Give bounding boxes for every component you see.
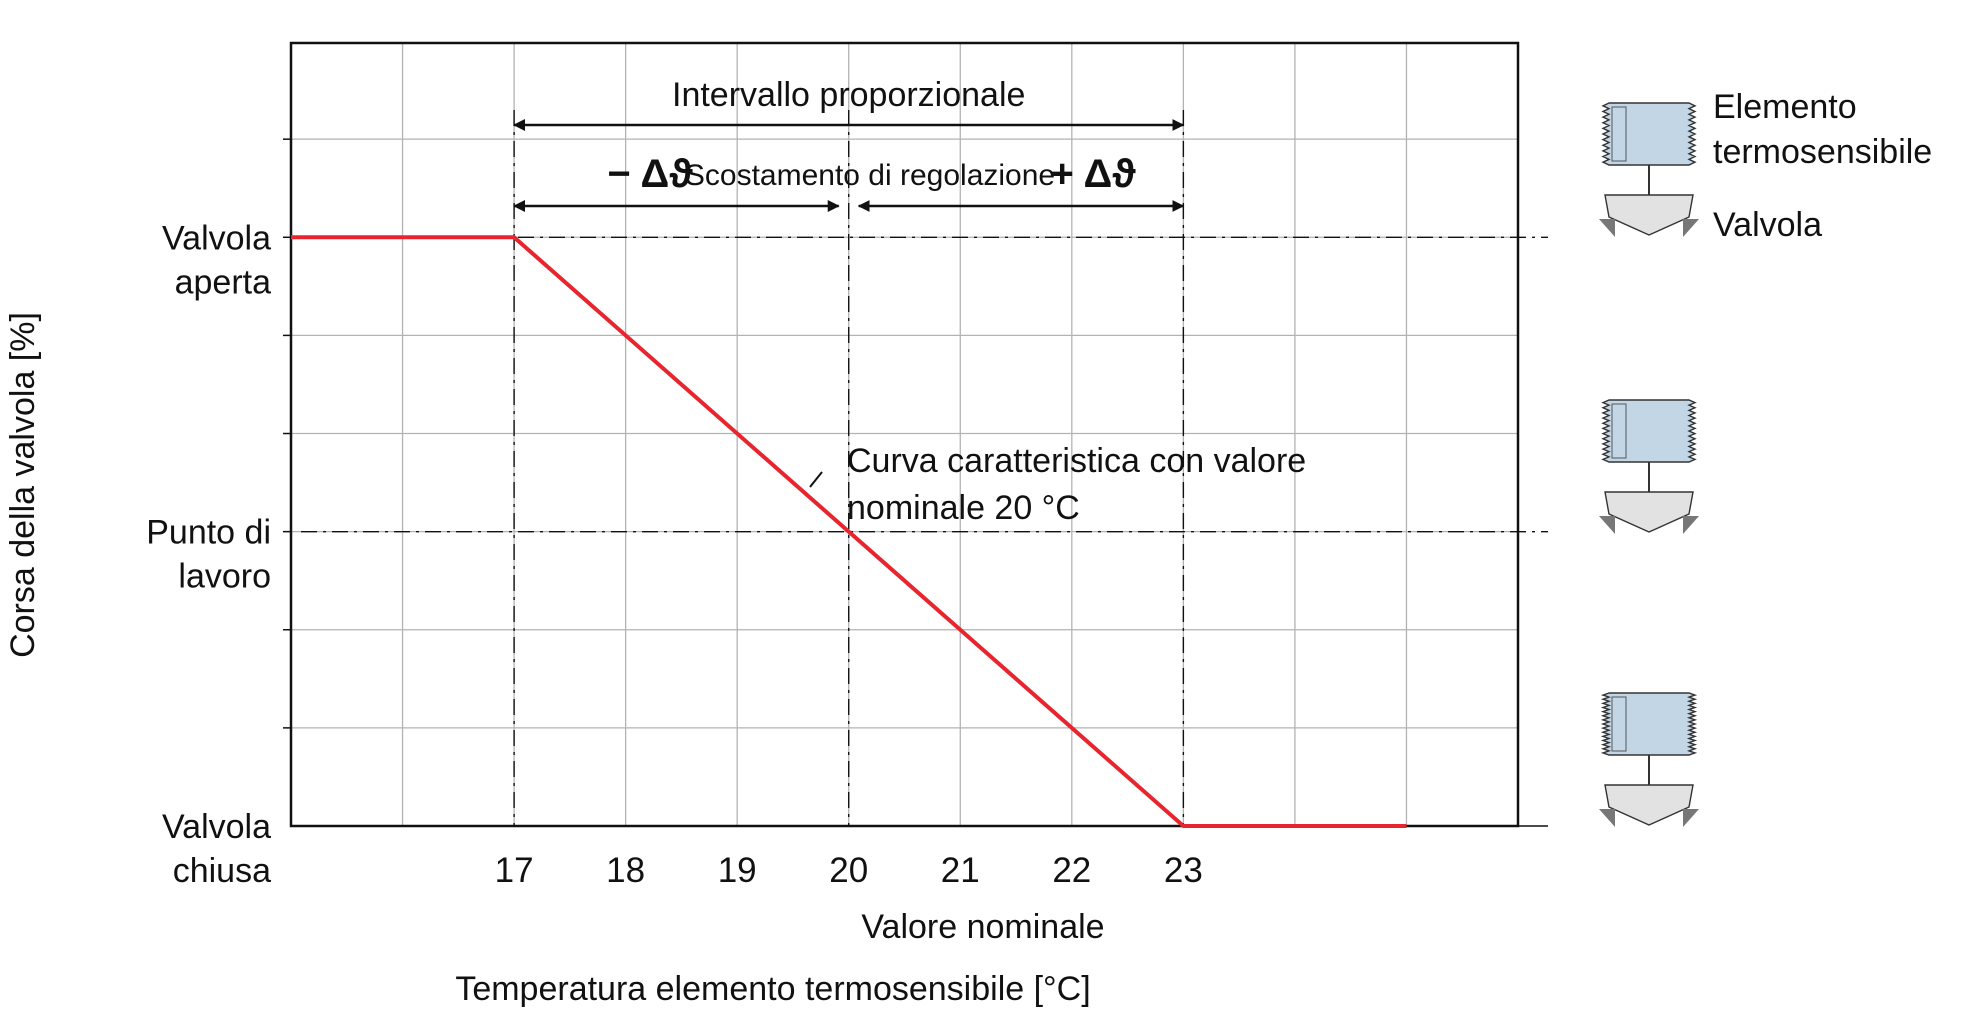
valve-seat-right-icon xyxy=(1683,809,1699,827)
valve-illustrations xyxy=(1599,102,1699,827)
x-tick-label: 23 xyxy=(1164,851,1203,890)
x-tick-label: 17 xyxy=(495,851,534,890)
y-tick-label: chiusa xyxy=(173,852,271,890)
valve-seat-left-icon xyxy=(1599,219,1615,237)
valve-device-icon xyxy=(1599,399,1699,534)
valve-plug-icon xyxy=(1604,784,1694,826)
valve-seat-right-icon xyxy=(1683,219,1699,237)
proportional-range-label: Intervallo proporzionale xyxy=(672,76,1025,114)
curve-label-line2: nominale 20 °C xyxy=(847,489,1080,527)
plot-frame xyxy=(289,41,1520,828)
sensor-coil-icon xyxy=(1611,403,1627,459)
legend-sensor-label-line1: Elemento xyxy=(1713,88,1857,126)
chart-text: Corsa della valvola [%] Valore nominale … xyxy=(4,76,1932,1008)
x-tick-label: 18 xyxy=(606,851,645,890)
valve-device-icon xyxy=(1599,102,1699,237)
y-tick-label: lavoro xyxy=(178,558,271,596)
valve-seat-left-icon xyxy=(1599,809,1615,827)
sensor-bellows-icon xyxy=(1600,692,1698,756)
deviation-label: Scostamento di regolazione xyxy=(685,159,1055,192)
x-tick-label: 19 xyxy=(718,851,757,890)
sensor-coil-icon xyxy=(1611,696,1627,752)
sensor-coil-icon xyxy=(1611,106,1627,162)
y-tick-label: Valvola xyxy=(162,219,271,257)
curve-label-line1: Curva caratteristica con valore xyxy=(847,442,1306,480)
y-tick-label: Punto di xyxy=(146,514,271,552)
x-tick-label: 21 xyxy=(941,851,980,890)
sensor-bellows-icon xyxy=(1601,399,1697,463)
minus-delta-label: − Δϑ xyxy=(607,152,693,196)
y-tick-label: aperta xyxy=(175,263,271,301)
curve-label-leader xyxy=(809,471,823,488)
valve-device-icon xyxy=(1599,692,1699,827)
x-tick-label: 20 xyxy=(829,851,868,890)
x-axis-label: Valore nominale xyxy=(861,908,1104,946)
annotations xyxy=(513,119,1185,488)
series-layer: 17 18 19 20 21 22 23 Valvola aperta Punto di lavor… xyxy=(146,219,1407,890)
series-line xyxy=(291,235,1407,828)
y-axis-label: Corsa della valvola [%] xyxy=(4,312,42,658)
y-tick-label: Valvola xyxy=(162,808,271,846)
valve-seat-left-icon xyxy=(1599,516,1615,534)
valve-plug-icon xyxy=(1604,491,1694,533)
valve-plug-icon xyxy=(1604,194,1694,236)
x-tick-label: 22 xyxy=(1052,851,1091,890)
x-axis-secondary-label: Temperatura elemento termosensibile [°C] xyxy=(455,970,1090,1008)
legend-valve-label: Valvola xyxy=(1713,206,1822,244)
plus-delta-label: + Δϑ xyxy=(1050,152,1136,196)
legend-sensor-label-line2: termosensibile xyxy=(1713,133,1932,171)
sensor-bellows-icon xyxy=(1601,102,1697,166)
valve-seat-right-icon xyxy=(1683,516,1699,534)
